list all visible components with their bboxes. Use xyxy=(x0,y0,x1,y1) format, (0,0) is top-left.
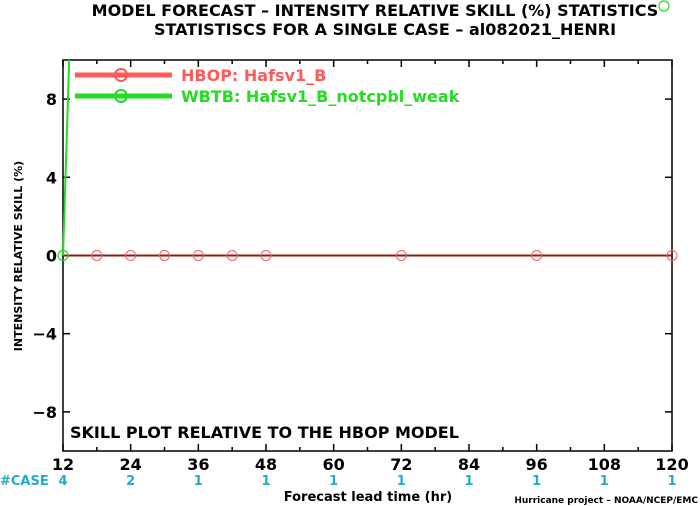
y-tick-label: −4 xyxy=(32,325,57,344)
chart-title: MODEL FORECAST – INTENSITY RELATIVE SKIL… xyxy=(92,1,659,20)
x-tick-label: 96 xyxy=(526,455,548,474)
series-point-hbop xyxy=(192,250,204,261)
chart-subtitle: STATISTISCS FOR A SINGLE CASE – al082021… xyxy=(154,20,616,39)
series-point-hbop xyxy=(531,250,543,261)
x-axis-label: Forecast lead time (hr) xyxy=(284,490,452,505)
case-count: 1 xyxy=(329,474,338,489)
legend-label: WBTB: Hafsv1_B_notcpbl_weak xyxy=(181,87,460,106)
case-label: #CASE xyxy=(0,474,49,489)
case-count: 1 xyxy=(667,474,676,489)
x-tick-label: 60 xyxy=(323,455,345,474)
x-tick-label: 120 xyxy=(655,455,688,474)
y-axis-label: INTENSITY RELATIVE SKILL (%) xyxy=(12,161,25,351)
y-tick-label: 0 xyxy=(46,247,57,266)
series-point-hbop xyxy=(666,250,678,261)
title-marker-icon xyxy=(658,0,670,12)
legend-marker-icon xyxy=(114,68,128,82)
x-axis-ticks: 12 24 36 48 60 72 84 96 108 120 xyxy=(52,60,689,474)
series-line-wbtb xyxy=(62,59,71,256)
legend-marker-icon xyxy=(114,89,128,103)
case-count: 1 xyxy=(464,474,473,489)
legend: HBOP: Hafsv1_B WBTB: Hafsv1_B_notcpbl_wea… xyxy=(75,66,460,106)
y-axis-ticks: 8 4 0 −4 −8 xyxy=(32,90,672,422)
series-point-wbtb xyxy=(57,249,69,262)
case-count: 1 xyxy=(397,474,406,489)
footer-credit: Hurricane project – NOAA/NCEP/EMC xyxy=(514,496,698,506)
series-layer xyxy=(57,59,678,262)
series-point-hbop xyxy=(91,250,103,261)
x-tick-label: 84 xyxy=(458,455,480,474)
y-tick-label: 4 xyxy=(46,168,57,187)
series-point-hbop xyxy=(260,250,272,261)
y-tick-label: 8 xyxy=(46,90,57,109)
case-count: 2 xyxy=(126,474,135,489)
case-counts: 4 2 1 1 1 1 1 1 1 1 xyxy=(58,474,676,489)
case-count: 1 xyxy=(600,474,609,489)
y-tick-label: −8 xyxy=(32,403,57,422)
x-tick-label: 108 xyxy=(588,455,621,474)
x-tick-label: 72 xyxy=(390,455,412,474)
legend-label: HBOP: Hafsv1_B xyxy=(181,66,326,85)
skill-annotation: SKILL PLOT RELATIVE TO THE HBOP MODEL xyxy=(70,423,459,442)
x-tick-label: 24 xyxy=(120,455,142,474)
case-count: 1 xyxy=(532,474,541,489)
case-count: 1 xyxy=(261,474,270,489)
x-tick-label: 48 xyxy=(255,455,277,474)
series-point-hbop xyxy=(125,250,137,261)
series-point-hbop xyxy=(395,250,407,261)
series-point-hbop xyxy=(159,250,170,261)
case-count: 1 xyxy=(194,474,203,489)
x-tick-label: 36 xyxy=(187,455,209,474)
case-count: 4 xyxy=(58,474,67,489)
x-tick-label: 12 xyxy=(52,455,74,474)
series-point-hbop xyxy=(226,250,238,261)
